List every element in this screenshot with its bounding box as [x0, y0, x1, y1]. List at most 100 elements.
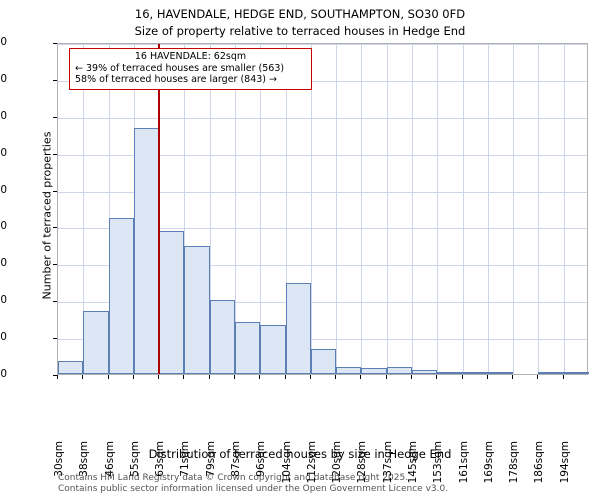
footer-line-2: Contains public sector information licen… [58, 484, 449, 494]
gridline-vertical [310, 44, 312, 374]
gridline-vertical [184, 44, 186, 374]
gridline-horizontal [58, 191, 587, 193]
gridline-vertical [462, 44, 464, 374]
y-tick-label: 300 [0, 146, 7, 159]
y-tick-mark [53, 116, 57, 118]
bar [386, 366, 412, 374]
x-tick-mark [360, 375, 362, 379]
bar [538, 372, 564, 374]
y-tick-label: 50 [0, 331, 7, 344]
x-tick-label: 96sqm [255, 441, 268, 477]
x-tick-mark [259, 375, 261, 379]
gridline-vertical [563, 44, 565, 374]
x-tick-label: 128sqm [356, 441, 369, 484]
x-tick-label: 63sqm [154, 441, 167, 477]
x-axis-label: Distribution of terraced houses by size … [148, 447, 452, 461]
gridline-horizontal [58, 228, 587, 230]
bar [563, 372, 589, 374]
x-tick-mark [537, 375, 539, 379]
x-tick-mark [436, 375, 438, 379]
x-tick-label: 161sqm [457, 441, 470, 484]
x-tick-label: 55sqm [128, 441, 141, 477]
gridline-horizontal [58, 80, 587, 82]
gridline-horizontal [58, 339, 587, 341]
x-tick-mark [309, 375, 311, 379]
y-tick-label: 0 [0, 368, 7, 380]
x-tick-mark [461, 375, 463, 379]
y-tick-label: 100 [0, 294, 7, 307]
gridline-horizontal [58, 117, 587, 119]
gridline-vertical [209, 44, 211, 374]
bar [462, 372, 488, 374]
chart-subtitle: Size of property relative to terraced ho… [134, 24, 466, 38]
bar [285, 283, 311, 374]
x-tick-mark [234, 375, 235, 379]
x-tick-label: 71sqm [179, 441, 192, 477]
x-tick-label: 112sqm [305, 441, 318, 484]
bar [336, 366, 362, 374]
x-tick-mark [57, 375, 58, 379]
x-tick-label: 178sqm [508, 441, 521, 484]
x-tick-mark [284, 375, 286, 379]
x-tick-mark [183, 375, 185, 379]
x-tick-mark [562, 375, 564, 379]
chart-title-block: 16, HAVENDALE, HEDGE END, SOUTHAMPTON, S… [0, 6, 600, 40]
x-tick-mark [335, 375, 337, 379]
chart-title: 16, HAVENDALE, HEDGE END, SOUTHAMPTON, S… [134, 7, 466, 21]
x-tick-mark [411, 375, 412, 379]
gridline-vertical [538, 44, 540, 374]
bar [83, 310, 109, 374]
x-tick-label: 79sqm [204, 441, 217, 477]
property-marker-line [158, 44, 161, 374]
gridline-horizontal [58, 265, 587, 267]
footer-line-1: Contains HM Land Registry data © Crown c… [58, 473, 409, 483]
gridline-vertical [336, 44, 338, 374]
y-tick-mark [53, 338, 57, 340]
gridline-vertical [513, 44, 515, 374]
x-tick-label: 153sqm [432, 441, 445, 484]
bar [133, 127, 160, 374]
x-tick-label: 194sqm [558, 441, 571, 484]
y-tick-label: 200 [0, 220, 7, 233]
bar [487, 372, 514, 374]
x-tick-mark [107, 375, 109, 379]
x-tick-label: 30sqm [53, 441, 65, 477]
bar [235, 321, 261, 374]
bar [437, 372, 463, 374]
bar [184, 245, 210, 374]
annotation-line-3: 58% of terraced houses are larger (843) … [75, 74, 277, 85]
bar [209, 300, 235, 374]
bar [361, 368, 387, 374]
gridline-vertical [83, 44, 85, 374]
gridline-horizontal [58, 302, 587, 304]
y-tick-mark [53, 43, 57, 44]
bar [58, 360, 84, 374]
x-tick-label: 46sqm [103, 441, 116, 477]
x-tick-label: 145sqm [407, 441, 419, 484]
x-tick-mark [512, 375, 514, 379]
x-tick-label: 104sqm [280, 441, 293, 484]
gridline-vertical [285, 44, 287, 374]
annotation-line-1: 16 HAVENDALE: 62sqm [134, 51, 247, 62]
y-axis-label: Number of terraced properties [40, 131, 54, 300]
bar [159, 230, 185, 374]
y-tick-label: 450 [0, 36, 7, 48]
gridline-vertical [361, 44, 363, 374]
y-tick-label: 350 [0, 109, 7, 122]
y-tick-label: 150 [0, 257, 7, 270]
x-tick-label: 137sqm [381, 441, 394, 484]
gridline-vertical [235, 44, 236, 374]
y-tick-mark [53, 79, 57, 81]
x-tick-mark [486, 375, 488, 379]
x-tick-label: 87sqm [230, 441, 242, 477]
y-tick-mark [53, 264, 57, 266]
gridline-vertical [108, 44, 110, 374]
bar [108, 218, 134, 374]
x-tick-label: 186sqm [533, 441, 546, 484]
gridline-vertical [487, 44, 489, 374]
x-tick-label: 169sqm [482, 441, 495, 484]
y-tick-mark [53, 301, 57, 303]
y-tick-mark [53, 375, 57, 376]
bar [310, 348, 337, 374]
